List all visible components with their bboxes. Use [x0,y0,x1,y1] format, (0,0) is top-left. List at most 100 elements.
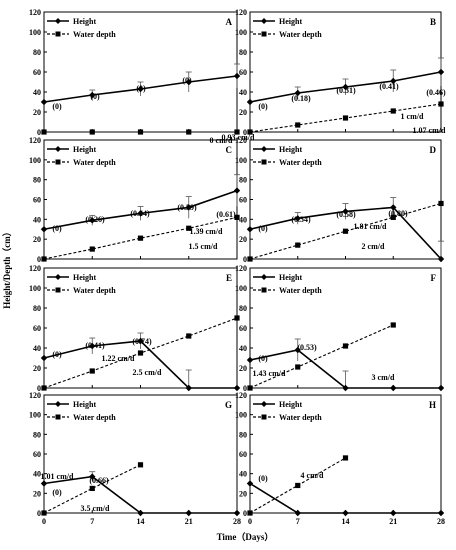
data-annotation: (0) [52,350,62,359]
legend-water-depth-label: Water depth [279,286,322,295]
legend-height-label: Height [279,400,302,409]
water-depth-point [41,129,47,135]
data-annotation: 2 cm/d [362,242,385,251]
water-depth-point [186,129,192,135]
height-point [437,68,445,76]
data-annotation: (0.61) [216,210,236,219]
water-depth-point [295,364,301,370]
y-tick-label: 100 [235,284,247,293]
legend-height-marker [55,401,61,407]
y-tick-label: 120 [29,264,41,273]
water-depth-point [89,485,95,492]
y-tick-label: 100 [235,156,247,165]
water-depth-point [41,385,47,391]
data-annotation: 0.93 cm/d [222,133,255,142]
water-depth-point [390,214,396,220]
data-annotation: (0) [52,488,62,497]
water-depth-point [342,455,349,461]
data-annotation: 1.5 cm/d [189,242,218,251]
y-axis-title: Height/Depth（cm） [2,227,12,309]
y-tick-label: 120 [235,136,247,145]
x-axis-title: Time（Days） [217,532,274,542]
data-annotation: (0) [52,224,62,233]
x-tick-label: 14 [342,517,350,526]
legend-water-depth-marker [261,159,267,165]
water-depth-series-line [43,216,238,260]
y-tick-label: 20 [239,489,247,498]
legend-water-depth-label: Water depth [73,286,116,295]
y-tick-label: 20 [239,235,247,244]
water-depth-point [234,129,240,135]
water-depth-point [137,350,144,356]
height-point [233,187,241,194]
legend-height-label: Height [279,273,302,282]
legend-height-label: Height [73,400,96,409]
y-tick-label: 100 [29,156,41,165]
water-depth-point [137,462,144,468]
legend-height-marker [55,146,61,152]
height-point [89,217,96,224]
y-tick-label: 40 [239,215,247,224]
legend-height-label: Height [73,17,96,26]
y-tick-label: 20 [33,108,41,117]
height-point [137,509,144,517]
water-depth-point [247,510,253,516]
height-point [89,91,96,99]
x-tick-label: 0 [248,517,252,526]
water-depth-point [438,200,444,207]
y-tick-label: 80 [239,176,247,185]
y-tick-label: 0 [243,509,247,518]
water-depth-point [89,129,95,135]
data-annotation: (0) [136,84,146,93]
data-annotation: (0.26) [85,215,105,224]
height-point [342,509,349,517]
legend-water-depth-marker [55,31,61,37]
water-depth-point [186,333,192,339]
data-annotation: (0) [258,224,268,233]
panel-letter: B [430,17,436,27]
data-annotation: (0.41) [85,341,105,350]
y-tick-label: 40 [239,88,247,97]
y-tick-label: 120 [29,136,41,145]
x-tick-label: 28 [437,517,445,526]
data-annotation: 1.01 cm/d [41,472,74,481]
legend-water-depth-label: Water depth [73,413,116,422]
water-depth-point [41,256,47,262]
water-depth-point [342,343,349,349]
data-annotation: (0) [258,102,268,111]
data-annotation: (0.44) [130,209,150,218]
x-tick-label: 7 [296,517,300,526]
height-point [137,337,144,345]
water-depth-point [89,368,95,374]
height-point [390,204,397,211]
legend-water-depth-marker [55,414,61,420]
y-tick-label: 0 [243,384,247,393]
panel-letter: A [226,17,233,27]
chart-panel-e: 0 20 40 60 80 100 120 Height Water depth E (0) (0.4… [29,264,241,393]
data-annotation: (0) [258,474,268,483]
legend-height-label: Height [73,145,96,154]
data-annotation: (0) [182,76,192,85]
data-annotation: 4 cm/d [301,471,324,480]
legend-height-marker [261,274,267,280]
water-depth-point [186,225,192,231]
height-point [294,215,301,222]
data-annotation: (0) [258,354,268,363]
y-tick-label: 40 [33,470,41,479]
y-tick-label: 40 [33,344,41,353]
water-depth-point [342,228,349,234]
chart-panel-d: 0 20 40 60 80 100 120 Height Water depth D (0) (0.3… [235,136,445,264]
height-point [40,226,48,233]
y-tick-label: 80 [33,176,41,185]
height-point [40,98,48,106]
data-annotation: (0.46) [426,88,446,97]
y-tick-label: 80 [33,304,41,313]
legend-height-marker [261,146,267,152]
y-tick-label: 100 [235,28,247,37]
y-tick-label: 120 [235,391,247,400]
y-tick-label: 40 [239,470,247,479]
chart-panel-f: 0 20 40 60 80 100 120 Height Water depth F (0) (0.5… [235,264,445,393]
height-point [294,89,301,97]
height-point [89,473,96,480]
x-tick-label: 21 [389,517,397,526]
